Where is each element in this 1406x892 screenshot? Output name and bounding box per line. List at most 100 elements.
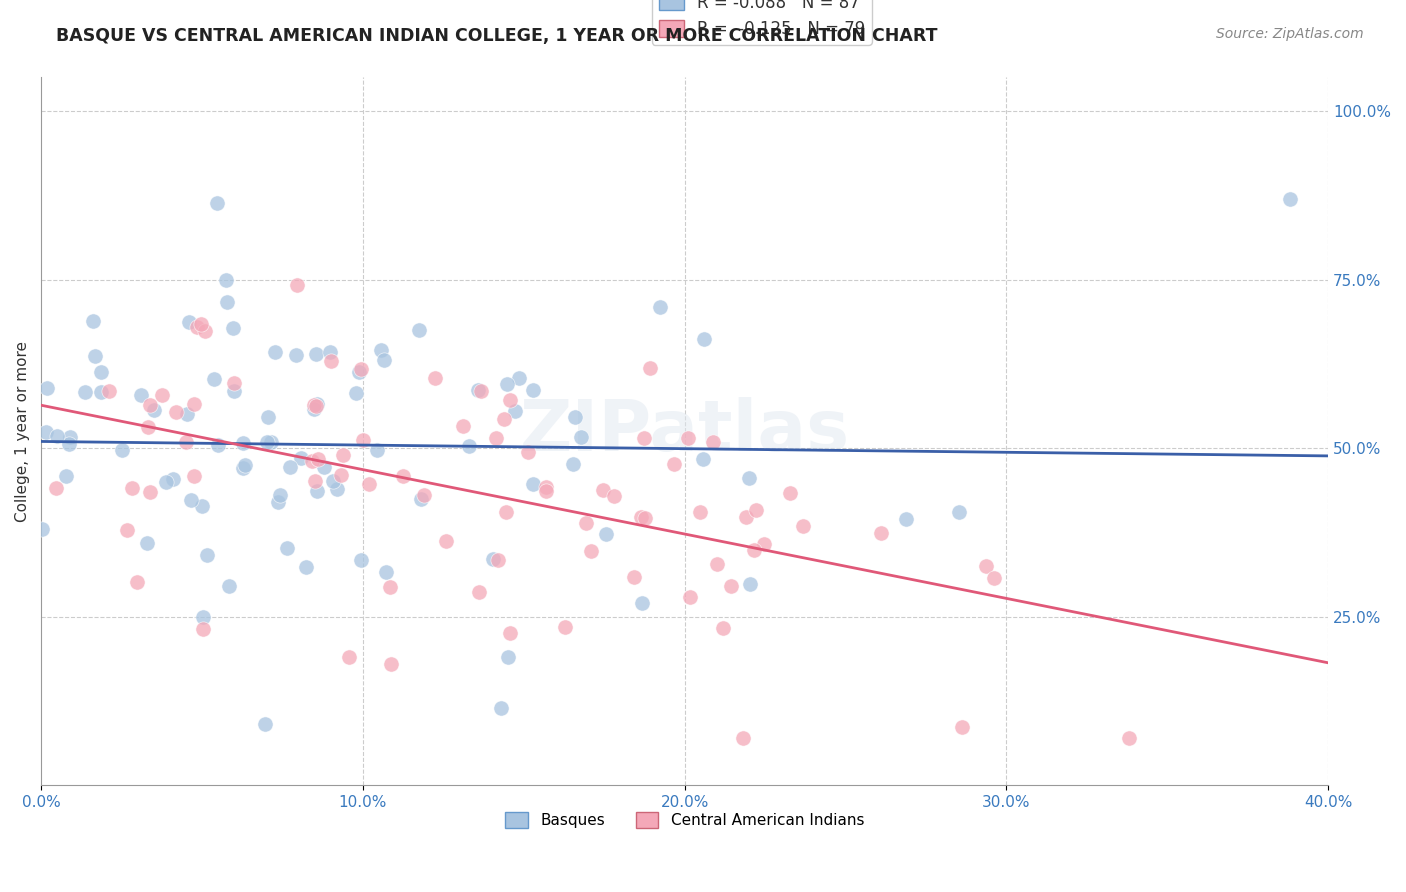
Point [232,461,254,475]
Point [180,492,202,507]
Point [706,557,728,571]
Point [731,731,754,745]
Point [332,448,354,462]
Point [595,526,617,541]
Point [162,472,184,486]
Point [190,499,212,513]
Point [155,475,177,490]
Point [640,361,662,376]
Point [222,320,245,334]
Point [693,332,716,346]
Point [305,346,328,360]
Point [470,384,492,399]
Point [631,596,654,610]
Point [186,320,208,334]
Point [569,430,592,444]
Point [218,578,240,592]
Text: ZIPatlas: ZIPatlas [520,397,849,466]
Point [950,720,973,734]
Point [630,509,652,524]
Point [633,510,655,524]
Point [752,537,775,551]
Point [176,407,198,421]
Point [215,272,238,286]
Point [603,489,626,503]
Point [326,482,349,496]
Point [195,549,218,563]
Point [451,418,474,433]
Point [59,430,82,444]
Point [366,442,388,457]
Point [83,349,105,363]
Point [458,439,481,453]
Point [98,384,121,399]
Point [378,580,401,594]
Point [503,404,526,418]
Point [304,474,326,488]
Point [45,429,67,443]
Text: Source: ZipAtlas.com: Source: ZipAtlas.com [1216,27,1364,41]
Point [579,543,602,558]
Point [423,370,446,384]
Point [738,471,761,485]
Point [592,483,614,497]
Point [1118,731,1140,745]
Point [222,376,245,390]
Point [121,481,143,495]
Legend: Basques, Central American Indians: Basques, Central American Indians [499,805,870,834]
Point [111,443,134,458]
Point [329,468,352,483]
Point [489,701,512,715]
Point [307,452,329,467]
Point [257,409,280,424]
Point [562,457,585,471]
Point [269,488,291,502]
Point [235,458,257,472]
Point [554,620,576,634]
Y-axis label: College, 1 year or more: College, 1 year or more [15,341,30,522]
Point [575,516,598,530]
Point [263,345,285,359]
Point [738,577,761,591]
Point [720,579,742,593]
Point [413,488,436,502]
Point [183,397,205,411]
Point [301,454,323,468]
Point [294,560,316,574]
Point [232,436,254,450]
Point [692,451,714,466]
Point [792,518,814,533]
Point [467,383,489,397]
Point [494,412,516,426]
Point [45,481,67,495]
Point [205,196,228,211]
Point [633,431,655,445]
Point [305,484,328,499]
Point [370,343,392,357]
Point [302,402,325,417]
Point [278,460,301,475]
Point [176,435,198,450]
Point [409,492,432,507]
Point [191,610,214,624]
Point [522,383,544,397]
Point [534,483,557,498]
Point [150,388,173,402]
Point [948,505,970,519]
Point [485,431,508,445]
Point [499,625,522,640]
Point [215,295,238,310]
Point [534,480,557,494]
Point [285,277,308,292]
Point [256,435,278,450]
Point [564,410,586,425]
Point [165,405,187,419]
Point [90,385,112,400]
Point [517,445,540,459]
Point [344,386,367,401]
Point [276,541,298,555]
Point [339,650,361,665]
Point [90,365,112,379]
Point [374,566,396,580]
Point [676,431,699,445]
